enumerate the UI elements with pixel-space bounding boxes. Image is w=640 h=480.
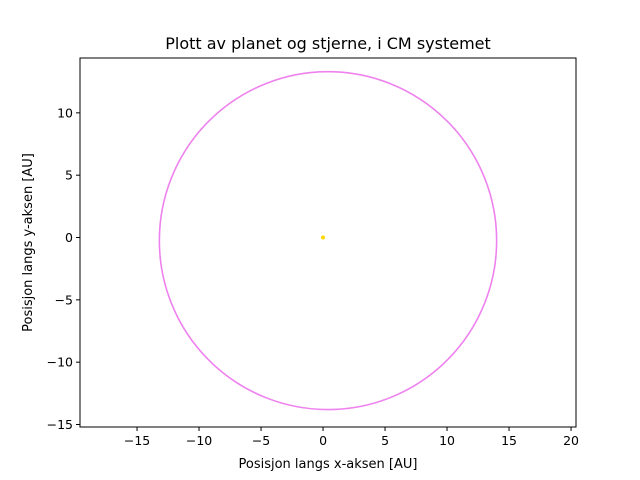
chart-title: Plott av planet og stjerne, i CM systeme… xyxy=(165,34,491,53)
y-axis-label: Posisjon langs y-aksen [AU] xyxy=(21,153,36,332)
x-tick-label: 10 xyxy=(439,433,455,448)
series-layer xyxy=(158,70,498,411)
y-tick-label: 5 xyxy=(65,168,73,183)
y-tick-label: −5 xyxy=(55,292,73,307)
x-tick-label: 20 xyxy=(563,433,579,448)
x-tick-label: 5 xyxy=(381,433,389,448)
axes-frame xyxy=(79,57,577,428)
x-tick-label: −15 xyxy=(124,433,150,448)
planet-orbit-line xyxy=(158,70,498,411)
y-tick-label: 10 xyxy=(57,105,73,120)
y-tick-label: −10 xyxy=(47,355,73,370)
y-tick-label: −15 xyxy=(47,417,73,432)
plot-area: −15 −10 −5 0 5 10 15 20 −15 −10 −5 0 5 10 xyxy=(47,57,579,448)
x-axis-label: Posisjon langs x-aksen [AU] xyxy=(239,457,418,472)
star-orbit-line xyxy=(321,235,326,240)
y-tick-label: 0 xyxy=(65,230,73,245)
x-tick-label: −5 xyxy=(252,433,270,448)
x-tick-label: 0 xyxy=(319,433,327,448)
y-axis-ticks: −15 −10 −5 0 5 10 xyxy=(47,105,80,432)
x-tick-label: −10 xyxy=(186,433,212,448)
x-axis-ticks: −15 −10 −5 0 5 10 15 20 xyxy=(124,427,579,448)
x-tick-label: 15 xyxy=(501,433,517,448)
